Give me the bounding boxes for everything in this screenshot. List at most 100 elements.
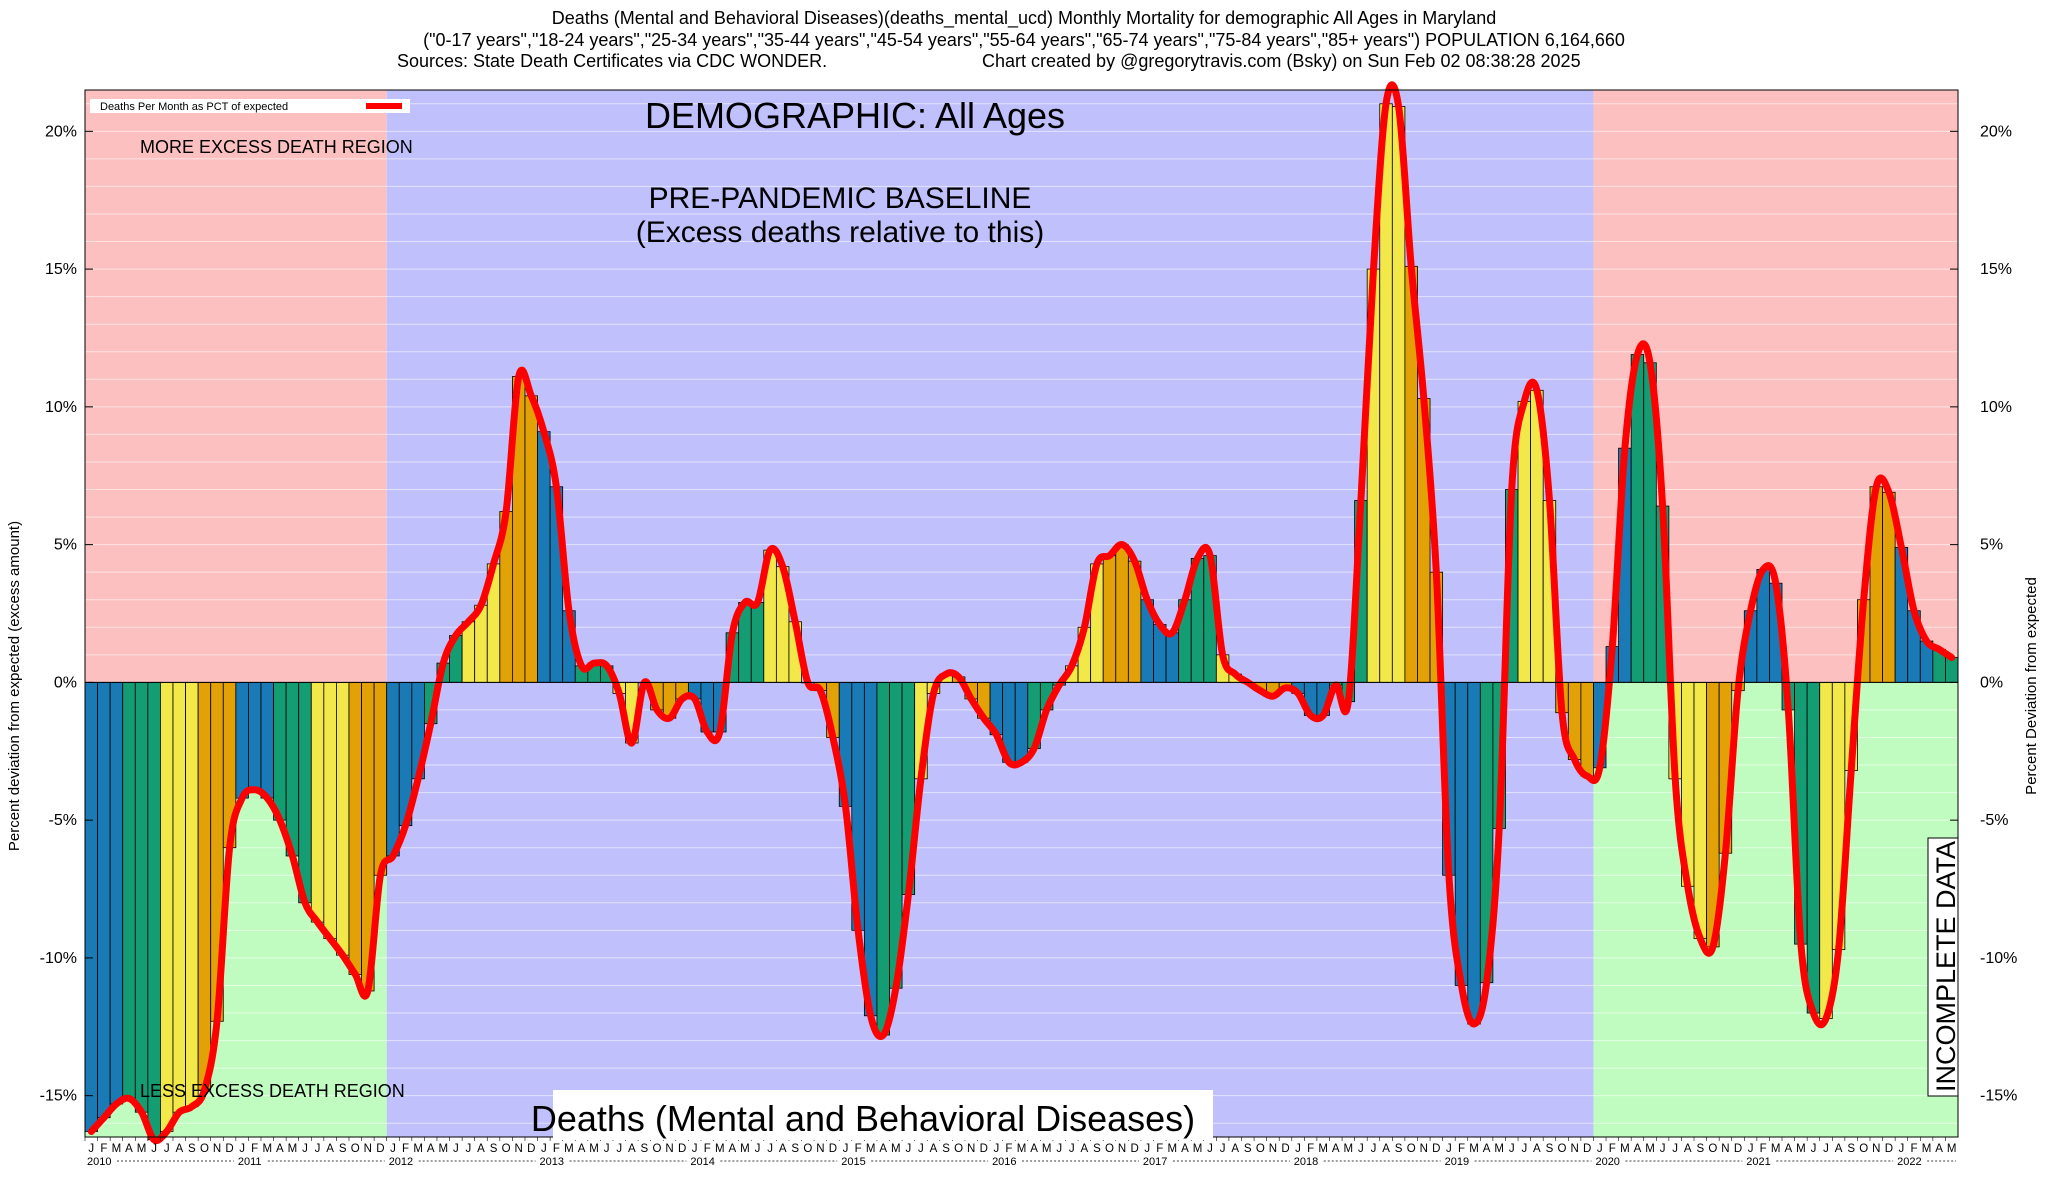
x-month-label: D <box>678 1143 686 1155</box>
y-axis-title-left: Percent deviation from expected (excess … <box>6 521 23 851</box>
x-month-label: N <box>515 1143 523 1155</box>
x-month-label: M <box>1922 1143 1932 1155</box>
x-month-label: J <box>604 1143 610 1155</box>
bar <box>298 681 312 904</box>
bar <box>336 681 350 956</box>
x-month-label: S <box>942 1143 950 1155</box>
x-month-label: J <box>1056 1143 1062 1155</box>
x-month-label: J <box>1220 1143 1226 1155</box>
incomplete-data-label-box <box>1927 837 1959 1097</box>
x-year-label: 2017 <box>1143 1156 1167 1168</box>
bar <box>273 681 287 821</box>
y-tick-label-right: 5% <box>1980 537 2003 554</box>
x-month-label: S <box>791 1143 799 1155</box>
x-month-label: J <box>315 1143 321 1155</box>
x-month-label: N <box>364 1143 372 1155</box>
x-month-label: S <box>641 1143 649 1155</box>
x-month-label: A <box>1081 1143 1089 1155</box>
x-month-label: J <box>1660 1143 1666 1155</box>
x-month-label: M <box>1947 1143 1957 1155</box>
y-tick-label-left: 20% <box>45 123 77 140</box>
x-month-label: M <box>1620 1143 1630 1155</box>
x-month-label: A <box>779 1143 787 1155</box>
x-month-label: N <box>1872 1143 1880 1155</box>
y-tick-label-left: -15% <box>40 1088 77 1105</box>
x-month-label: N <box>1269 1143 1277 1155</box>
bar <box>876 681 890 1036</box>
x-month-label: J <box>755 1143 761 1155</box>
x-month-label: J <box>1446 1143 1452 1155</box>
bar <box>172 681 186 1113</box>
x-year-label: 2013 <box>540 1156 564 1168</box>
bar <box>185 681 199 1108</box>
x-month-label: J <box>1144 1143 1150 1155</box>
x-month-label: A <box>578 1143 586 1155</box>
x-month-label: O <box>1708 1143 1717 1155</box>
x-month-label: N <box>665 1143 673 1155</box>
chart-title-line1: Deaths (Mental and Behavioral Diseases)(… <box>552 8 1496 29</box>
x-month-label: N <box>1118 1143 1126 1155</box>
y-tick-label-right: -5% <box>1980 812 2008 829</box>
x-month-label: A <box>1835 1143 1843 1155</box>
bar <box>323 681 337 940</box>
x-month-label: D <box>1885 1143 1893 1155</box>
x-month-label: J <box>1899 1143 1905 1155</box>
x-month-label: J <box>466 1143 472 1155</box>
x-month-label: J <box>1295 1143 1301 1155</box>
x-month-label: F <box>251 1143 258 1155</box>
bar <box>285 681 300 857</box>
bar <box>348 681 362 975</box>
chart-credit: Chart created by @gregorytravis.com (Bsk… <box>982 51 1581 71</box>
bar <box>1014 681 1029 763</box>
y-tick-label-right: -10% <box>1980 950 2017 967</box>
x-month-label: M <box>262 1143 272 1155</box>
x-month-label: O <box>1859 1143 1868 1155</box>
x-month-label: J <box>541 1143 547 1155</box>
x-month-label: J <box>692 1143 698 1155</box>
x-month-label: J <box>151 1143 157 1155</box>
x-month-label: O <box>652 1143 661 1155</box>
x-month-label: F <box>1005 1143 1012 1155</box>
bar <box>134 681 149 1113</box>
x-month-label: D <box>225 1143 233 1155</box>
x-month-label: J <box>164 1143 170 1155</box>
bar <box>1806 681 1821 1014</box>
x-month-label: A <box>879 1143 887 1155</box>
bar <box>750 602 765 683</box>
x-month-label: J <box>1597 1143 1603 1155</box>
x-month-label: M <box>589 1143 599 1155</box>
bar <box>1580 681 1594 777</box>
x-month-label: A <box>1181 1143 1189 1155</box>
bar <box>1630 354 1645 683</box>
x-month-label: J <box>1509 1143 1515 1155</box>
x-month-label: F <box>1910 1143 1917 1155</box>
x-month-label: A <box>1231 1143 1239 1155</box>
x-month-label: S <box>1244 1143 1252 1155</box>
x-month-label: A <box>1784 1143 1792 1155</box>
x-month-label: M <box>137 1143 147 1155</box>
y-tick-label-left: -5% <box>49 812 77 829</box>
x-month-label: M <box>1796 1143 1806 1155</box>
x-month-label: O <box>954 1143 963 1155</box>
x-month-label: J <box>1069 1143 1075 1155</box>
x-month-label: S <box>1093 1143 1101 1155</box>
x-month-label: J <box>767 1143 773 1155</box>
bar <box>160 681 174 1132</box>
y-tick-label-right: -15% <box>1980 1088 2017 1105</box>
x-month-label: J <box>302 1143 308 1155</box>
x-month-label: O <box>1558 1143 1567 1155</box>
x-year-label: 2019 <box>1445 1156 1469 1168</box>
x-month-label: F <box>1760 1143 1767 1155</box>
x-month-label: M <box>1193 1143 1203 1155</box>
x-month-label: F <box>553 1143 560 1155</box>
bar <box>248 681 262 791</box>
x-month-label: O <box>351 1143 360 1155</box>
x-month-label: N <box>1570 1143 1578 1155</box>
x-month-label: S <box>1546 1143 1554 1155</box>
x-month-label: S <box>339 1143 347 1155</box>
bar <box>524 395 538 683</box>
y-tick-label-right: 20% <box>1980 123 2012 140</box>
x-month-label: M <box>891 1143 901 1155</box>
axes: -15% -15% -10% -10% -5% -5% 0% 0% 5% 5% 10% 10% 15% 1… <box>40 89 2017 1138</box>
